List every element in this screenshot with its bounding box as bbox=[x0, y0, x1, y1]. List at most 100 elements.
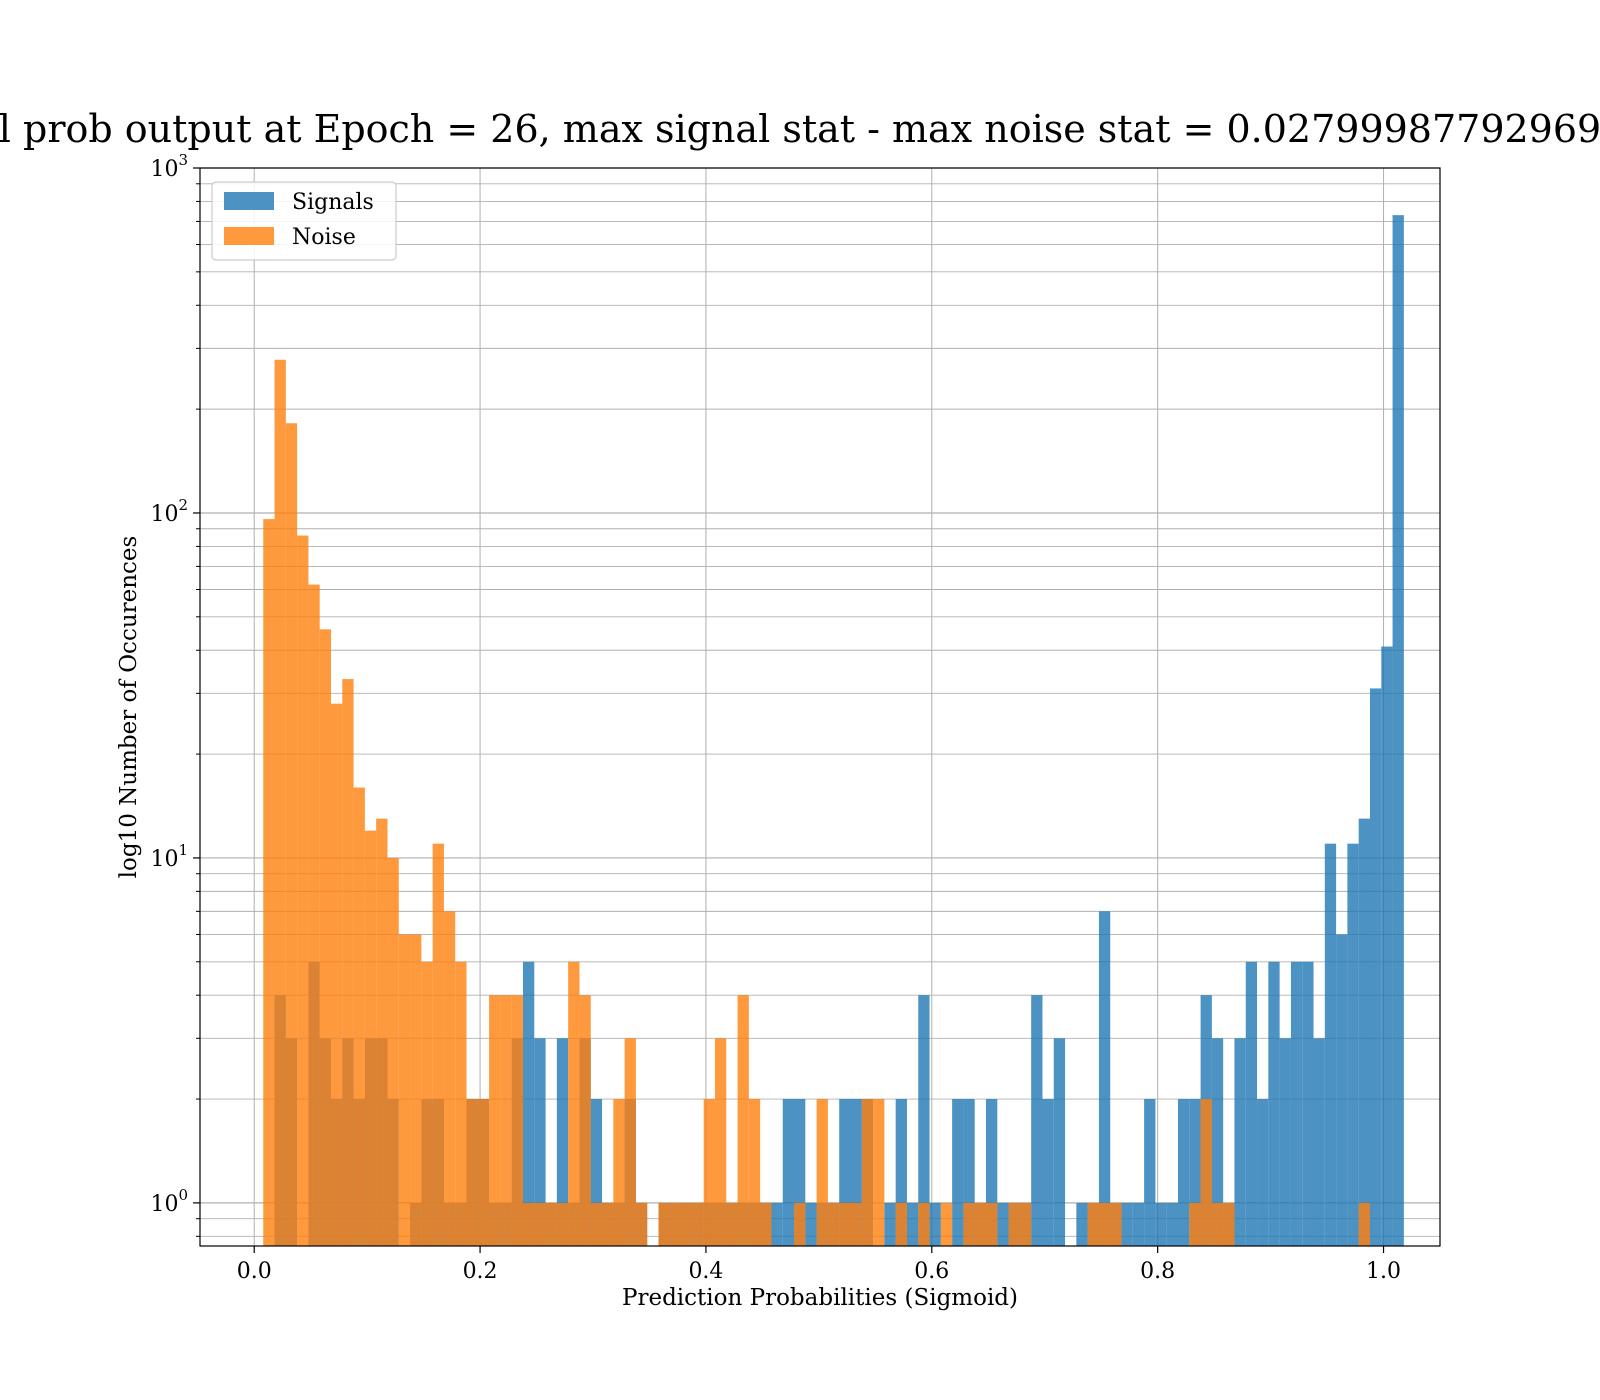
bar-signals bbox=[918, 995, 930, 1246]
bar-noise bbox=[319, 629, 332, 1246]
bar-signals bbox=[1336, 934, 1348, 1246]
bar-noise bbox=[1200, 1099, 1212, 1246]
bar-noise bbox=[737, 995, 749, 1246]
bar-signals bbox=[997, 1202, 1009, 1246]
bar-noise bbox=[895, 1202, 907, 1246]
bar-noise bbox=[1223, 1202, 1235, 1246]
bar-noise bbox=[1019, 1202, 1032, 1246]
bar-signals bbox=[906, 1202, 919, 1246]
bar-signals bbox=[1358, 818, 1370, 1246]
bar-noise bbox=[794, 1202, 806, 1246]
bar-signals bbox=[1279, 1038, 1291, 1246]
bar-signals bbox=[850, 1099, 862, 1246]
bar-noise bbox=[986, 1202, 998, 1246]
bar-noise bbox=[500, 995, 512, 1246]
bar-noise bbox=[1358, 1202, 1370, 1246]
bar-noise bbox=[342, 679, 354, 1246]
bar-noise bbox=[522, 1202, 535, 1246]
bar-signals bbox=[1166, 1202, 1178, 1246]
bar-noise bbox=[410, 934, 422, 1246]
bar-noise bbox=[1087, 1202, 1099, 1246]
bar-noise bbox=[624, 1038, 636, 1246]
bar-signals bbox=[986, 1099, 998, 1246]
bar-noise bbox=[873, 1099, 885, 1246]
bar-noise bbox=[940, 1202, 953, 1246]
y-axis-label: log10 Number of Occurences bbox=[116, 536, 142, 879]
bar-signals bbox=[963, 1099, 975, 1246]
bar-noise bbox=[760, 1202, 772, 1246]
bar-noise bbox=[590, 1202, 603, 1246]
bar-noise bbox=[602, 1202, 614, 1246]
bar-noise bbox=[726, 1202, 738, 1246]
bar-signals bbox=[782, 1099, 795, 1246]
bar-signals bbox=[1144, 1099, 1156, 1246]
bar-signals bbox=[1234, 1038, 1246, 1246]
x-tick-label: 0.4 bbox=[688, 1259, 723, 1284]
bar-noise bbox=[455, 961, 467, 1246]
bar-noise bbox=[658, 1202, 670, 1246]
bar-noise bbox=[1110, 1202, 1122, 1246]
bar-signals bbox=[1042, 1099, 1054, 1246]
x-tick-label: 1.0 bbox=[1366, 1259, 1401, 1284]
bar-noise bbox=[1098, 1202, 1111, 1246]
legend-swatch-signals bbox=[224, 192, 274, 210]
bar-noise bbox=[331, 703, 343, 1246]
bar-noise bbox=[364, 830, 377, 1246]
bar-noise bbox=[432, 843, 444, 1246]
y-tick-label: 101 bbox=[150, 841, 188, 872]
bar-noise bbox=[918, 1202, 930, 1246]
legend-label-signals: Signals bbox=[292, 190, 374, 215]
bar-signals bbox=[1177, 1099, 1190, 1246]
bar-signals bbox=[522, 961, 535, 1246]
bar-noise bbox=[850, 1202, 862, 1246]
series-noise bbox=[263, 359, 1370, 1246]
bar-noise bbox=[613, 1099, 625, 1246]
bar-noise bbox=[545, 1202, 557, 1246]
bar-signals bbox=[1031, 995, 1043, 1246]
bar-noise bbox=[353, 787, 365, 1246]
bar-signals bbox=[794, 1099, 806, 1246]
y-tick-label: 100 bbox=[150, 1186, 188, 1217]
bar-signals bbox=[805, 1202, 817, 1246]
bar-noise bbox=[635, 1202, 648, 1246]
bar-noise bbox=[748, 1099, 761, 1246]
bar-noise bbox=[861, 1099, 874, 1246]
bar-signals bbox=[839, 1099, 851, 1246]
bar-noise bbox=[579, 995, 591, 1246]
axis-ticks: 0.0 0.2 0.4 0.6 0.8 1.0 100 101 102 103 bbox=[150, 151, 1401, 1284]
bar-signals bbox=[1155, 1202, 1167, 1246]
bar-noise bbox=[568, 961, 580, 1246]
bar-signals bbox=[1324, 843, 1337, 1246]
bar-noise bbox=[511, 995, 523, 1246]
legend-label-noise: Noise bbox=[292, 225, 356, 250]
chart-title: l prob output at Epoch = 26, max signal … bbox=[0, 107, 1600, 151]
bar-noise bbox=[1008, 1202, 1020, 1246]
bar-signals bbox=[1121, 1202, 1133, 1246]
bar-noise bbox=[274, 359, 286, 1246]
bar-noise bbox=[1189, 1202, 1201, 1246]
bar-signals bbox=[1132, 1202, 1145, 1246]
bar-noise bbox=[376, 818, 388, 1246]
bar-signals bbox=[1392, 215, 1404, 1246]
bar-signals bbox=[1347, 843, 1359, 1246]
bar-signals bbox=[771, 1202, 783, 1246]
bar-noise bbox=[556, 1202, 569, 1246]
bar-noise bbox=[466, 1099, 478, 1246]
y-tick-label: 102 bbox=[150, 496, 188, 527]
bar-noise bbox=[963, 1202, 975, 1246]
bar-noise bbox=[839, 1202, 851, 1246]
bar-signals bbox=[952, 1099, 964, 1246]
x-tick-label: 0.0 bbox=[237, 1259, 272, 1284]
bar-signals bbox=[534, 1038, 546, 1246]
bar-signals bbox=[1245, 961, 1258, 1246]
bar-signals bbox=[590, 1099, 603, 1246]
bar-signals bbox=[1268, 961, 1280, 1246]
bar-noise bbox=[297, 535, 309, 1246]
bar-signals bbox=[1189, 1099, 1201, 1246]
bar-signals bbox=[929, 1202, 941, 1246]
y-tick-label: 103 bbox=[150, 151, 188, 182]
bar-signals bbox=[1098, 911, 1111, 1246]
bar-signals bbox=[1053, 1038, 1066, 1246]
bar-signals bbox=[1257, 1099, 1269, 1246]
